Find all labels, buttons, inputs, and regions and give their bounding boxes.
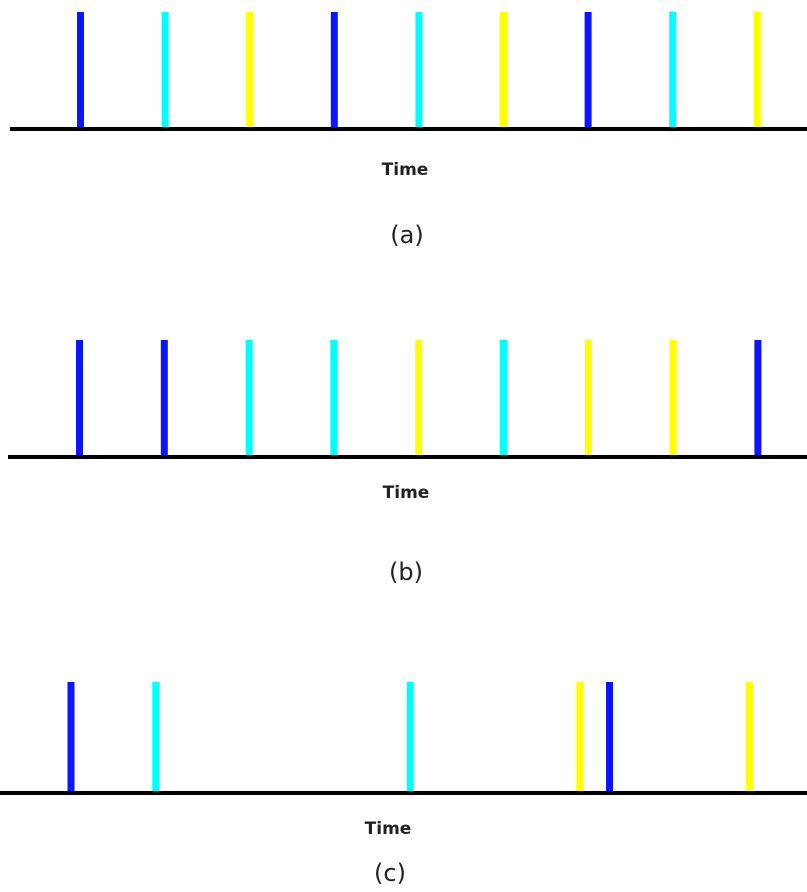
panel-b-event-blue-9: [754, 340, 762, 455]
panel-b-time-label: Time: [383, 483, 430, 503]
panel-a-event-yellow-6: [500, 12, 507, 127]
panel-b-event-yellow-5: [415, 340, 423, 455]
panel-b-event-blue-1: [76, 340, 83, 455]
panel-c-event-yellow-4: [576, 682, 584, 791]
panel-c-events: [67, 682, 753, 791]
panel-b: Time (b): [8, 340, 807, 586]
panel-a-event-cyan-8: [669, 12, 677, 127]
panel-b-caption: (b): [389, 558, 423, 586]
panel-b-event-cyan-4: [330, 340, 338, 455]
panel-b-event-yellow-7: [584, 340, 592, 455]
panel-c-caption: (c): [374, 859, 406, 887]
panel-a-event-yellow-3: [246, 12, 254, 127]
panel-a: Time (a): [10, 12, 807, 249]
panel-a-caption: (a): [390, 221, 423, 249]
panel-c-event-blue-5: [606, 682, 613, 791]
panel-b-event-cyan-3: [245, 340, 253, 455]
panel-c-time-label: Time: [365, 819, 412, 839]
panel-a-event-cyan-5: [415, 12, 423, 127]
panel-c-event-cyan-2: [152, 682, 160, 791]
panel-a-event-blue-4: [330, 12, 338, 127]
panel-a-event-blue-7: [584, 12, 592, 127]
panel-a-event-yellow-9: [753, 12, 761, 127]
panel-a-event-blue-1: [77, 12, 84, 127]
panel-a-events: [77, 12, 761, 127]
panel-b-event-cyan-6: [500, 340, 507, 455]
panel-b-events: [76, 340, 762, 455]
panel-c: Time (c): [0, 682, 807, 887]
panel-c-event-yellow-6: [745, 682, 753, 791]
panel-b-event-blue-2: [160, 340, 168, 455]
panel-c-event-blue-1: [67, 682, 75, 791]
panel-b-event-yellow-8: [669, 340, 677, 455]
panel-a-time-label: Time: [382, 160, 429, 180]
panel-c-event-cyan-3: [406, 682, 414, 791]
panel-a-event-cyan-2: [161, 12, 169, 127]
